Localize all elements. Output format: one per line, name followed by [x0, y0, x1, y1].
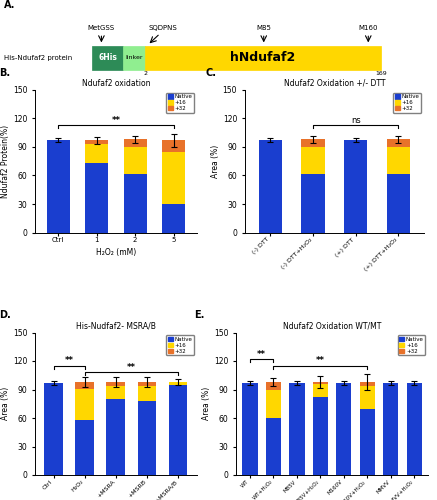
Text: M85: M85: [256, 25, 271, 31]
Text: His-Ndufaf2 protein: His-Ndufaf2 protein: [4, 54, 73, 60]
Text: M160: M160: [358, 25, 378, 31]
Legend: Native, +16, +32: Native, +16, +32: [166, 336, 194, 355]
Bar: [243, 383, 258, 475]
Bar: [313, 382, 328, 384]
Title: Ndufaf2 Oxidation WT/MT: Ndufaf2 Oxidation WT/MT: [283, 322, 382, 330]
Bar: [266, 418, 281, 475]
Bar: [85, 140, 108, 144]
Bar: [76, 382, 94, 388]
Text: 2: 2: [143, 72, 147, 76]
Bar: [313, 384, 328, 397]
Text: C.: C.: [205, 68, 216, 78]
Bar: [85, 163, 108, 232]
Text: 6His: 6His: [98, 53, 117, 62]
Bar: [360, 386, 375, 408]
Bar: [124, 147, 146, 174]
Text: **: **: [127, 363, 136, 372]
Bar: [266, 390, 281, 418]
Bar: [360, 382, 375, 386]
Bar: [301, 147, 325, 174]
Bar: [383, 383, 399, 475]
Legend: Native, +16, +32: Native, +16, +32: [398, 336, 426, 355]
Text: ns: ns: [351, 116, 361, 124]
Bar: [259, 140, 282, 232]
Text: D.: D.: [0, 310, 11, 320]
Bar: [138, 401, 156, 475]
Bar: [107, 399, 125, 475]
Bar: [336, 383, 351, 475]
Y-axis label: Area (%): Area (%): [211, 144, 220, 178]
Text: MetGSS: MetGSS: [88, 25, 115, 31]
Text: 169: 169: [375, 72, 387, 76]
Text: **: **: [316, 356, 325, 366]
Title: Ndufaf2 Oxidation +/- DTT: Ndufaf2 Oxidation +/- DTT: [284, 79, 385, 88]
Text: **: **: [111, 116, 120, 124]
Bar: [387, 147, 410, 174]
Bar: [123, 46, 145, 70]
Bar: [266, 382, 281, 390]
Y-axis label: Area (%): Area (%): [1, 387, 10, 420]
Bar: [124, 140, 146, 147]
Text: A.: A.: [4, 0, 16, 10]
Title: His-Nudfaf2- MSRA/B: His-Nudfaf2- MSRA/B: [76, 322, 156, 330]
Bar: [145, 46, 381, 70]
Bar: [92, 46, 123, 70]
Bar: [301, 140, 325, 147]
Bar: [124, 174, 146, 233]
Bar: [85, 144, 108, 163]
Bar: [107, 382, 125, 386]
Bar: [387, 140, 410, 147]
Title: Ndufaf2 oxidation: Ndufaf2 oxidation: [82, 79, 150, 88]
Text: linker: linker: [125, 55, 143, 60]
Y-axis label: Ndufaf2 Protein(%): Ndufaf2 Protein(%): [1, 124, 10, 198]
Y-axis label: Area (%): Area (%): [202, 387, 211, 420]
Bar: [162, 152, 185, 204]
Bar: [360, 408, 375, 475]
Bar: [46, 140, 69, 232]
Bar: [387, 174, 410, 233]
Text: B.: B.: [0, 68, 10, 78]
X-axis label: H₂O₂ (mM): H₂O₂ (mM): [96, 248, 136, 257]
Bar: [344, 140, 368, 232]
Text: **: **: [257, 350, 266, 358]
Bar: [406, 383, 422, 475]
Bar: [289, 383, 305, 475]
Bar: [138, 386, 156, 401]
Legend: Native, +16, +32: Native, +16, +32: [166, 93, 194, 113]
Text: E.: E.: [194, 310, 204, 320]
Legend: Native, +16, +32: Native, +16, +32: [393, 93, 421, 113]
Bar: [107, 386, 125, 399]
Bar: [301, 174, 325, 233]
Bar: [162, 204, 185, 233]
Bar: [162, 140, 185, 152]
Text: hNdufaf2: hNdufaf2: [230, 51, 296, 64]
Text: **: **: [65, 356, 74, 366]
Text: SQDPNS: SQDPNS: [148, 25, 177, 31]
Bar: [169, 382, 187, 385]
Bar: [76, 388, 94, 420]
Bar: [138, 382, 156, 386]
Bar: [313, 397, 328, 475]
Bar: [44, 383, 63, 475]
Bar: [76, 420, 94, 475]
Bar: [169, 385, 187, 475]
